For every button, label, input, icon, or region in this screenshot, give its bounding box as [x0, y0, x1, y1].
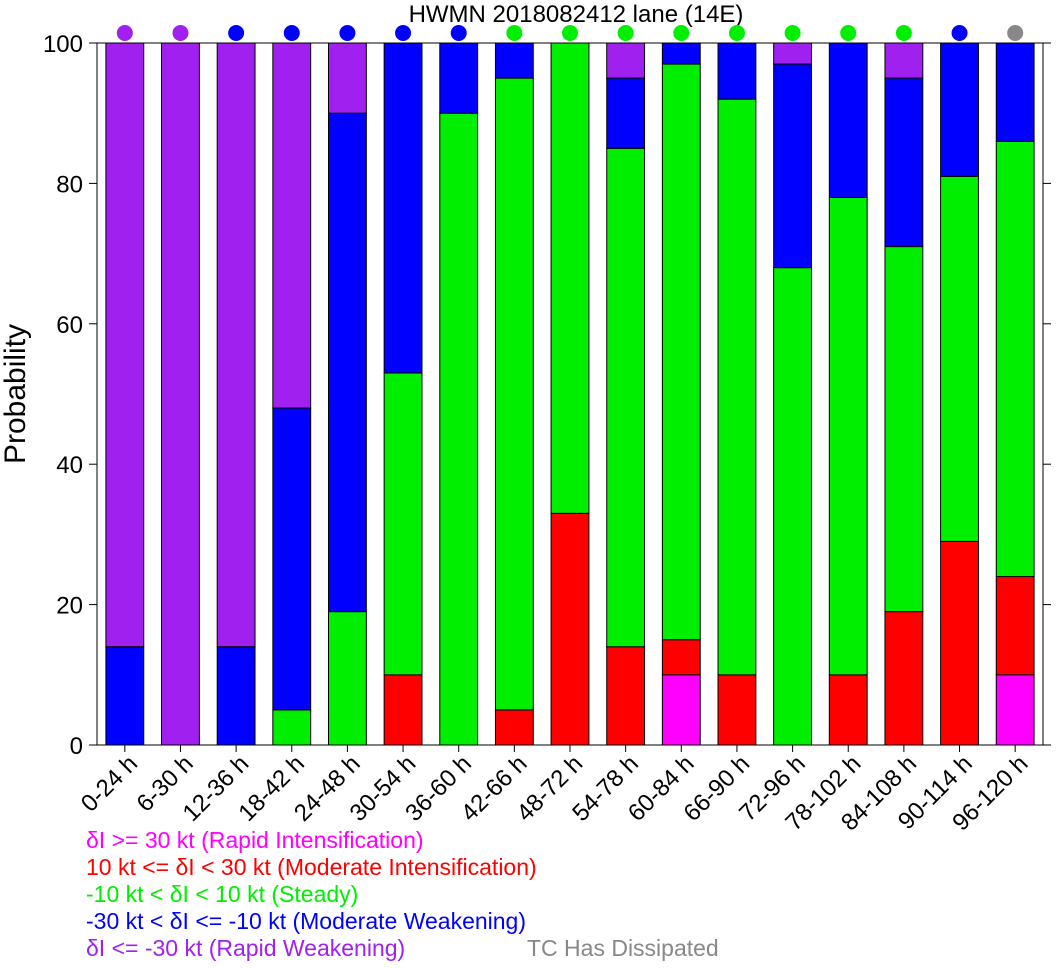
bar-segment-st-36-60h: [439, 112, 479, 746]
legend-item-moderate-weakening: -30 kt < δI <= -10 kt (Moderate Weakenin…: [86, 908, 527, 934]
y-tick-label: 20: [56, 593, 83, 620]
bar-segment-mw-18-42h: [272, 407, 312, 711]
bar-segment-rw-12-36h: [216, 42, 256, 648]
bar-segment-rw-24-48h: [327, 42, 367, 114]
bar-segment-mi-96-120h: [995, 576, 1035, 676]
legend-item-dissipated: TC Has Dissipated: [527, 935, 719, 961]
bar-segment-mw-24-48h: [327, 112, 367, 613]
bar-segment-st-90-114h: [940, 175, 979, 542]
bar-segment-rw-6-30h: [161, 42, 200, 746]
bar-segment-mi-90-114h: [940, 540, 979, 746]
y-axis-label: Probability: [0, 324, 32, 464]
top-marker-dot: [1007, 25, 1024, 41]
bar-segment-st-66-90h: [717, 98, 757, 676]
bar-segment-st-42-66h: [494, 77, 534, 711]
top-marker-dot: [283, 25, 300, 41]
bar-segment-st-84-108h: [884, 246, 924, 613]
y-tick-label: 40: [56, 452, 83, 479]
bar-segment-st-60-84h: [661, 63, 701, 641]
legend-item-rapid-intensification: δI >= 30 kt (Rapid Intensification): [86, 827, 424, 853]
bar-segment-rw-54-78h: [606, 42, 646, 79]
x-tick-label: 0-24 h: [76, 750, 143, 817]
top-marker-dot: [617, 25, 634, 41]
bar-segment-rw-72-96h: [773, 42, 813, 65]
bar-segment-mi-48-72h: [550, 512, 590, 746]
bars-layer: [105, 42, 1035, 746]
bar-segment-st-96-120h: [995, 140, 1035, 578]
bar-segment-mw-96-120h: [995, 42, 1035, 142]
top-marker-dot: [228, 25, 245, 41]
top-marker-dot: [562, 25, 578, 41]
y-tick-label: 0: [70, 733, 83, 760]
bar-segment-mi-66-90h: [717, 674, 757, 746]
chart-title: HWMN 2018082412 lane (14E): [409, 1, 744, 28]
bar-segment-st-78-102h: [828, 196, 868, 676]
bar-segment-mi-42-66h: [494, 709, 534, 746]
bar-segment-mi-60-84h: [661, 639, 701, 676]
plot-frame: [96, 42, 1044, 746]
bar-segment-mi-54-78h: [606, 646, 646, 746]
bar-segment-st-18-42h: [272, 709, 312, 746]
bar-segment-mw-84-108h: [884, 77, 924, 248]
top-marker-dot: [951, 25, 968, 41]
bar-segment-mw-66-90h: [717, 42, 757, 100]
legend: δI >= 30 kt (Rapid Intensification) 10 k…: [86, 827, 537, 962]
bar-segment-st-54-78h: [606, 147, 646, 648]
y-tick-label: 60: [56, 312, 83, 339]
bar-segment-rw-84-108h: [884, 42, 924, 79]
bar-segment-mw-30-54h: [383, 42, 423, 374]
bar-segment-mw-78-102h: [828, 42, 868, 198]
legend-item-rapid-weakening: δI <= -30 kt (Rapid Weakening): [86, 935, 406, 961]
bar-segment-st-48-72h: [550, 42, 590, 514]
bar-segment-mw-12-36h: [216, 646, 256, 746]
bar-segment-rw-0-24h: [105, 42, 145, 648]
top-marker-dot: [784, 25, 801, 41]
bar-segment-st-72-96h: [773, 267, 813, 746]
top-marker-dot: [172, 25, 189, 41]
bar-segment-rw-18-42h: [272, 42, 312, 409]
top-marker-dot: [728, 25, 745, 41]
top-marker-dot: [895, 25, 912, 41]
bar-segment-mi-78-102h: [828, 674, 868, 746]
y-tick-label: 100: [43, 31, 83, 58]
bar-segment-ri-60-84h: [661, 674, 701, 746]
top-marker-dot: [450, 25, 467, 41]
top-marker-dot: [395, 25, 412, 41]
bar-segment-st-24-48h: [327, 611, 367, 746]
bar-segment-mi-84-108h: [884, 611, 924, 746]
bar-segment-mw-54-78h: [606, 77, 646, 149]
legend-item-steady: -10 kt < δI < 10 kt (Steady): [86, 881, 359, 907]
bar-segment-mi-30-54h: [383, 674, 423, 746]
bar-segment-mw-36-60h: [439, 42, 479, 114]
bar-segment-mw-90-114h: [940, 42, 979, 177]
top-markers-layer: [116, 25, 1024, 41]
bar-segment-ri-96-120h: [995, 674, 1035, 746]
top-marker-dot: [339, 25, 356, 41]
top-marker-dot: [506, 25, 523, 41]
top-marker-dot: [840, 25, 857, 41]
top-marker-dot: [116, 25, 133, 41]
bar-segment-mw-42-66h: [494, 42, 534, 79]
bar-segment-mw-72-96h: [773, 63, 813, 269]
bar-segment-st-30-54h: [383, 372, 423, 676]
legend-item-moderate-intensification: 10 kt <= δI < 30 kt (Moderate Intensific…: [86, 854, 537, 880]
bar-segment-mw-0-24h: [105, 646, 145, 746]
top-marker-dot: [673, 25, 690, 41]
bar-segment-mw-60-84h: [661, 42, 701, 65]
y-tick-label: 80: [56, 171, 83, 198]
